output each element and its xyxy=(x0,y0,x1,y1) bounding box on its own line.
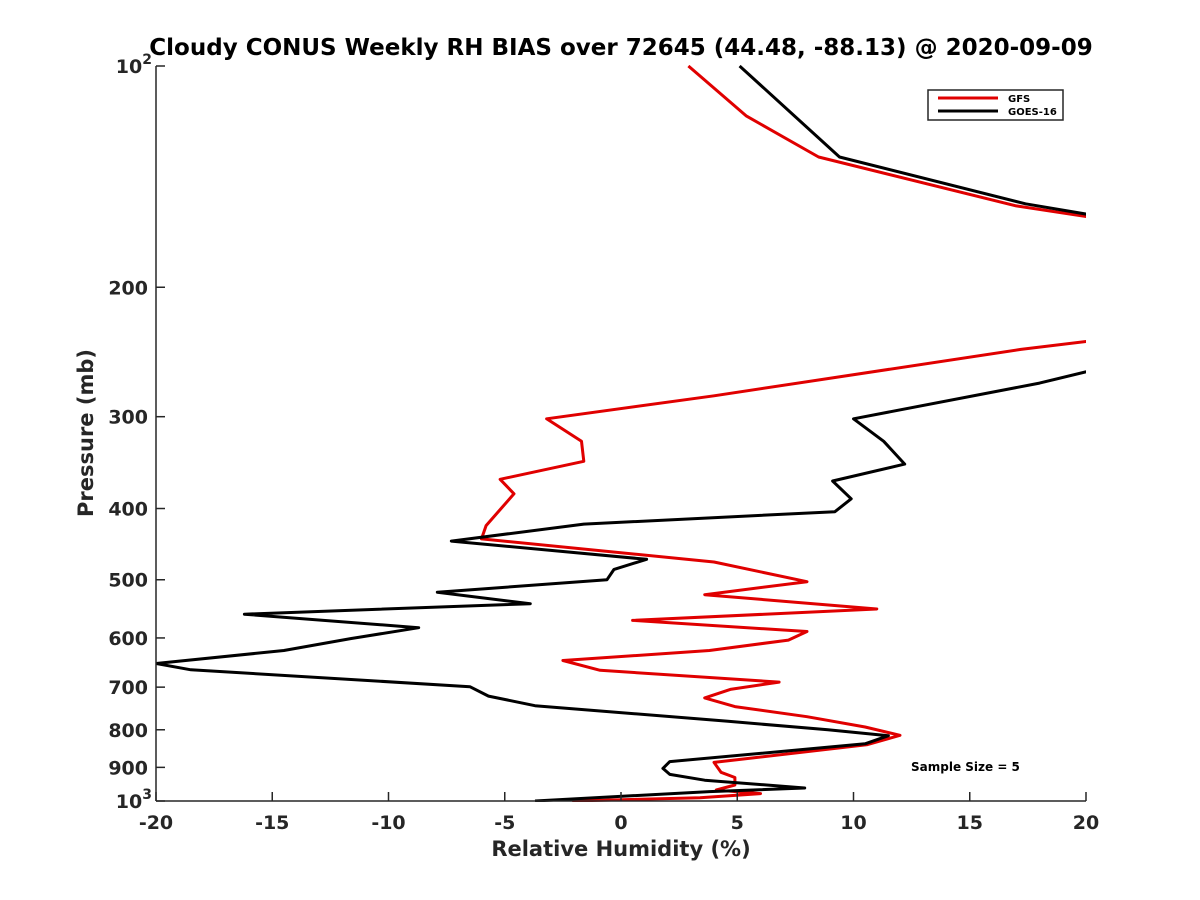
plot-lines xyxy=(156,65,1086,802)
x-tick-label: -5 xyxy=(494,812,515,834)
y-tick-label: 600 xyxy=(108,628,148,650)
y-tick-label: 103 xyxy=(116,787,152,813)
x-tick-label: 10 xyxy=(840,812,866,834)
series-line-gfs-segment-0 xyxy=(687,65,1086,218)
series-line-goes16-segment-1 xyxy=(156,370,1086,802)
y-tick-label: 800 xyxy=(108,720,148,742)
x-axis-label: Relative Humidity (%) xyxy=(491,837,750,861)
x-tick-label: 5 xyxy=(731,812,744,834)
x-ticks: -20 -15 -10 -5 0 5 10 15 20 xyxy=(139,792,1099,834)
x-tick-label: -15 xyxy=(255,812,289,834)
y-tick-label: 900 xyxy=(108,757,148,779)
legend-label-goes16: GOES-16 xyxy=(1008,107,1057,118)
sample-size-annotation: Sample Size = 5 xyxy=(911,760,1020,774)
y-ticks: 102 200 300 400 500 600 700 800 900 103 xyxy=(108,52,165,813)
chart-title: Cloudy CONUS Weekly RH BIAS over 72645 (… xyxy=(149,35,1092,61)
legend-label-gfs: GFS xyxy=(1008,94,1030,105)
x-tick-label: -20 xyxy=(139,812,173,834)
series-line-goes16-segment-0 xyxy=(738,65,1086,216)
legend[interactable]: GFS GOES-16 xyxy=(927,89,1064,121)
x-tick-label: 0 xyxy=(614,812,627,834)
y-tick-label: 400 xyxy=(108,499,148,521)
y-tick-label: 500 xyxy=(108,570,148,592)
x-tick-label: 15 xyxy=(957,812,983,834)
y-axis-label: Pressure (mb) xyxy=(74,349,98,517)
y-tick-label: 102 xyxy=(116,52,152,78)
y-tick-label: 300 xyxy=(108,407,148,429)
x-tick-label: 20 xyxy=(1073,812,1099,834)
legend-box xyxy=(927,89,1064,121)
y-tick-label: 200 xyxy=(108,277,148,299)
y-tick-label: 700 xyxy=(108,677,148,699)
x-tick-label: -10 xyxy=(371,812,405,834)
series-line-gfs-segment-1 xyxy=(480,340,1086,802)
